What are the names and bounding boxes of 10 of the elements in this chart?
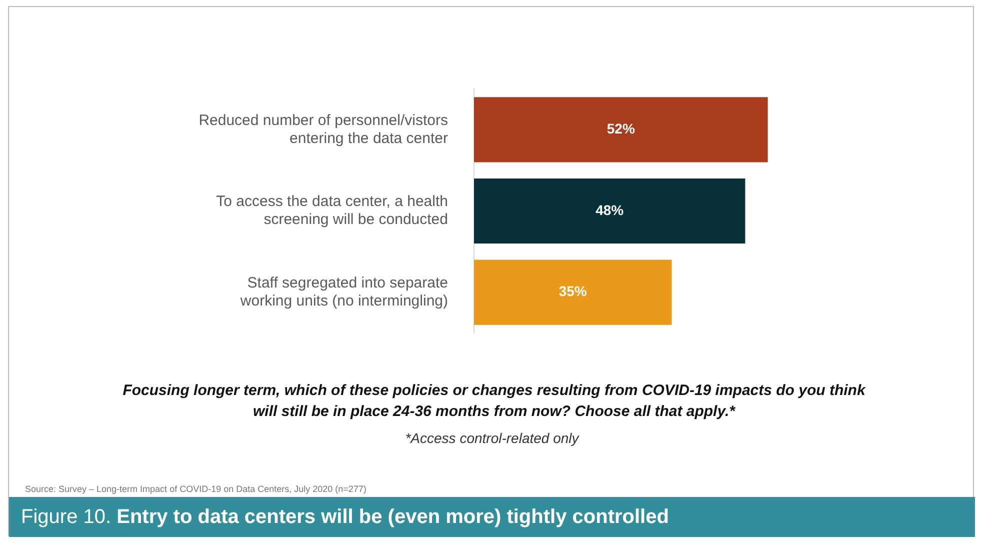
text: *Access control-related only (404, 430, 580, 446)
data-label: 48% (596, 202, 624, 218)
text: Focusing longer term, which of these policies or changes resulting from COVID-19 impacts do you think will still be in place 24-36 months from now? Choose all that apply.* (122, 381, 867, 422)
y-tick-label: Reduced number of personnel/vistors entering the data center (198, 112, 448, 147)
data-label: 52% (606, 120, 636, 137)
y-tick-label: Staff segregated into separate working units (no intermingling) (239, 274, 448, 310)
text: Figure 10. Entry to data centers will be (even more) tightly controlled (9, 497, 975, 537)
source-note: Source: Survey – Long-term Impact of COVID-19 on Data Centers, July 2020 (n=277) (25, 484, 366, 494)
data-label: 35% (558, 283, 588, 300)
y-tick-label: To access the data center, a health screening will be conducted (216, 193, 448, 228)
